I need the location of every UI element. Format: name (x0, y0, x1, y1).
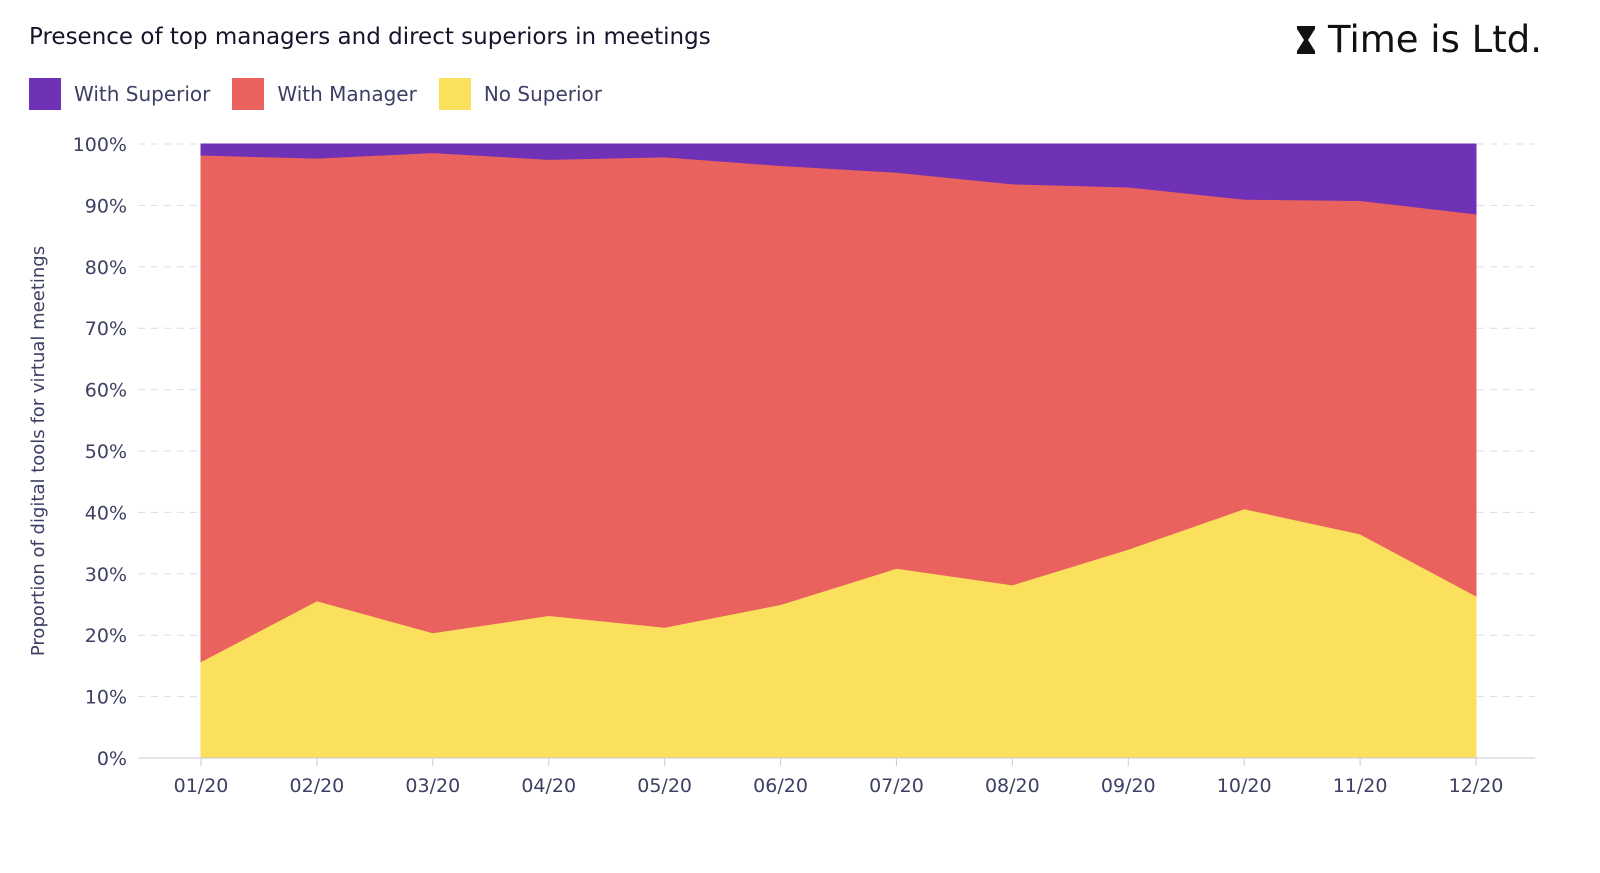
area-with-superior (200, 143, 1477, 215)
legend-swatch (232, 78, 265, 110)
x-tick-label: 03/20 (405, 775, 460, 797)
x-tick-label: 12/20 (1449, 775, 1504, 797)
y-tick-label: 90% (85, 195, 127, 217)
y-tick-label: 30% (85, 564, 127, 586)
legend-label: No Superior (483, 82, 602, 106)
legend-swatch (29, 78, 61, 110)
chart-legend: With Superior With Manager No Superior (29, 78, 624, 110)
x-tick-label: 07/20 (869, 775, 924, 797)
x-tick-label: 01/20 (174, 775, 229, 797)
y-tick-label: 60% (85, 380, 127, 402)
y-tick-label: 80% (85, 257, 127, 279)
x-tick-label: 09/20 (1101, 775, 1156, 797)
y-tick-label: 100% (73, 134, 127, 156)
y-tick-label: 10% (85, 687, 127, 709)
legend-item-with-superior[interactable]: With Superior (29, 78, 210, 110)
y-tick-label: 40% (85, 502, 127, 524)
x-tick-label: 05/20 (637, 775, 692, 797)
x-tick-label: 06/20 (753, 775, 808, 797)
y-tick-label: 20% (85, 625, 127, 647)
x-tick-label: 02/20 (290, 775, 345, 797)
y-axis-title: Proportion of digital tools for virtual … (28, 246, 49, 656)
x-tick-label: 11/20 (1333, 775, 1388, 797)
y-tick-label: 50% (85, 441, 127, 463)
legend-label: With Superior (74, 82, 211, 106)
brand-logo: Time is Ltd. (1296, 18, 1542, 61)
brand-name: Time is Ltd. (1328, 18, 1542, 61)
x-tick-label: 08/20 (985, 775, 1040, 797)
chart-title: Presence of top managers and direct supe… (29, 24, 711, 50)
y-tick-label: 0% (97, 748, 127, 770)
y-tick-label: 70% (85, 318, 127, 340)
legend-label: With Manager (277, 82, 417, 106)
x-tick-label: 04/20 (521, 775, 576, 797)
legend-item-no-superior[interactable]: No Superior (438, 78, 602, 110)
legend-item-with-manager[interactable]: With Manager (232, 78, 417, 110)
legend-swatch (438, 78, 471, 110)
hourglass-icon (1297, 25, 1315, 54)
x-tick-label: 10/20 (1217, 775, 1272, 797)
